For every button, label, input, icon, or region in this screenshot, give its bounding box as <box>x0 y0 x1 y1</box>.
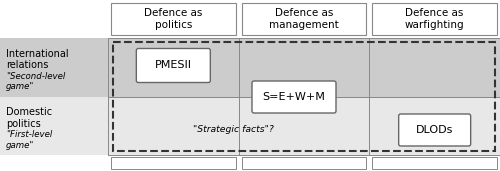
Bar <box>0 97 108 155</box>
Text: International
relations: International relations <box>6 49 68 70</box>
Bar <box>111 3 236 35</box>
Bar <box>108 97 500 155</box>
Bar <box>372 157 497 169</box>
Bar <box>242 157 366 169</box>
Text: "Strategic facts"?: "Strategic facts"? <box>194 126 274 135</box>
Bar <box>372 3 497 35</box>
Text: Defence as
management: Defence as management <box>269 8 339 30</box>
Bar <box>111 157 236 169</box>
Text: Domestic
politics: Domestic politics <box>6 107 52 129</box>
FancyBboxPatch shape <box>136 49 210 82</box>
Text: DLODs: DLODs <box>416 125 454 135</box>
Text: "Second-level
game": "Second-level game" <box>6 72 65 91</box>
Text: PMESII: PMESII <box>155 61 192 70</box>
Bar <box>113 42 495 151</box>
Bar <box>108 38 500 97</box>
FancyBboxPatch shape <box>398 114 470 146</box>
Text: Defence as
politics: Defence as politics <box>144 8 203 30</box>
FancyBboxPatch shape <box>252 81 336 113</box>
Text: Defence as
warfighting: Defence as warfighting <box>405 8 464 30</box>
Text: S=E+W+M: S=E+W+M <box>262 92 326 102</box>
Bar <box>242 3 366 35</box>
Bar <box>0 38 108 97</box>
Text: "First-level
game": "First-level game" <box>6 130 52 150</box>
